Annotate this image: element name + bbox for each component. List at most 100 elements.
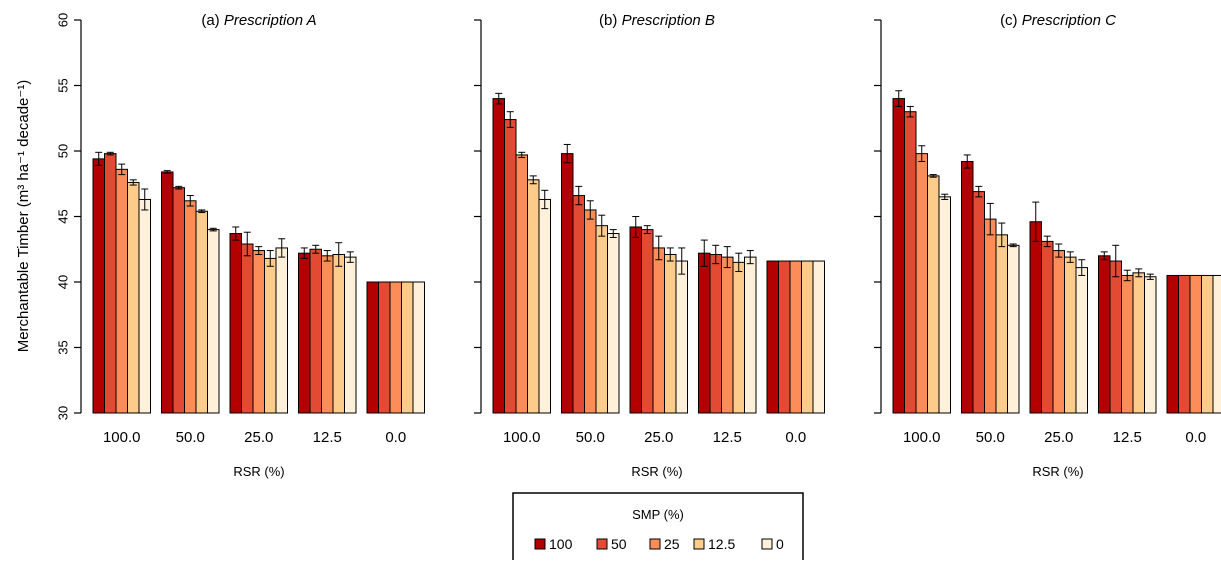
bar [778,260,791,414]
bar [812,260,825,414]
panel-title-text: Prescription B [622,12,715,29]
panel-title-text: Prescription C [1022,12,1116,29]
bar [1121,274,1134,414]
bar [1109,260,1122,414]
panel-title: (b) Prescription B [599,12,715,29]
legend-item-label: 100 [549,536,573,552]
x-tick-label: 100.0 [103,429,141,446]
bar [892,98,905,414]
bar [927,175,940,414]
legend: SMP (%) 100 50 25 12.5 0 [512,492,804,564]
bar [961,160,974,414]
bar [698,252,711,414]
bar [389,281,402,414]
y-tick-label: 50 [55,144,70,158]
bar [172,187,185,414]
y-tick-label: 60 [55,13,70,27]
bar [366,281,379,414]
bar [527,179,540,414]
y-tick-label: 40 [55,275,70,289]
bar [984,218,997,414]
panel-prescription-b: (b) Prescription B RSR (%) 100.0 50.0 25.0… [474,12,825,479]
bar [275,247,288,414]
bar [332,253,345,414]
bar [1064,256,1077,414]
bar [732,261,745,414]
x-axis-label: RSR (%) [233,464,284,479]
legend-items: 100 50 25 12.5 0 [534,536,784,552]
panel-label: (c) [1000,12,1018,29]
bar [607,233,620,414]
bar [1144,276,1157,414]
bar [1201,274,1214,414]
x-tick-label: 25.0 [644,429,673,446]
bar [92,158,105,414]
bar [252,250,265,414]
bar [652,247,665,414]
bar [344,256,357,414]
legend-item-label: 50 [611,536,627,552]
legend-swatch [693,538,705,550]
x-tick-label: 50.0 [576,429,605,446]
bar [515,154,528,414]
legend-item-label: 0 [776,536,784,552]
legend-swatch [761,538,773,550]
bar [744,256,757,414]
bar [504,119,517,414]
bar [229,233,242,414]
x-tick-label: 25.0 [1044,429,1073,446]
bar [1132,272,1145,414]
bar [207,229,220,414]
bar [972,191,985,414]
bar [1166,274,1179,414]
x-tick-label: 0.0 [385,429,406,446]
bar [104,153,117,414]
bar [1189,274,1202,414]
bar [492,98,505,414]
y-tick-label: 35 [55,340,70,354]
x-tick-label: 12.5 [1113,429,1142,446]
bar [801,260,814,414]
bar [1212,274,1221,414]
x-tick-label: 100.0 [903,429,941,446]
y-axis-label: Merchantable Timber (m³ ha⁻¹ decade⁻¹) [15,80,32,353]
bar [1178,274,1191,414]
bar [161,171,174,414]
bar [538,198,551,414]
bar [1098,255,1111,414]
bar [412,281,425,414]
bar [127,181,140,414]
x-tick-label: 25.0 [244,429,273,446]
x-tick-label: 50.0 [976,429,1005,446]
bar [1029,221,1042,414]
bar [721,256,734,414]
panel-prescription-c: (c) Prescription C RSR (%) 100.0 50.0 25.0… [874,12,1221,479]
bar [664,253,677,414]
panel-prescription-a: (a) Prescription A RSR (%) 30 35 40 45 50 55 6… [55,12,425,479]
bar [321,255,334,414]
bar [766,260,779,414]
bar [915,153,928,414]
legend-swatch [649,538,661,550]
panel-title: (a) Prescription A [201,12,316,29]
bar [241,243,254,414]
bar [195,210,208,414]
bar [584,209,597,414]
y-tick-label: 30 [55,406,70,420]
legend-title: SMP (%) [632,507,684,522]
x-tick-label: 0.0 [1185,429,1206,446]
bar [264,257,277,414]
bar [595,225,608,414]
bar [904,111,917,414]
x-axis-label: RSR (%) [1032,464,1083,479]
bar [789,260,802,414]
bar [309,248,322,414]
y-tick-label: 45 [55,209,70,223]
legend-swatch [534,538,546,550]
legend-box [512,492,804,564]
bar [675,260,688,414]
bar [629,226,642,414]
y-tick-label: 55 [55,78,70,92]
